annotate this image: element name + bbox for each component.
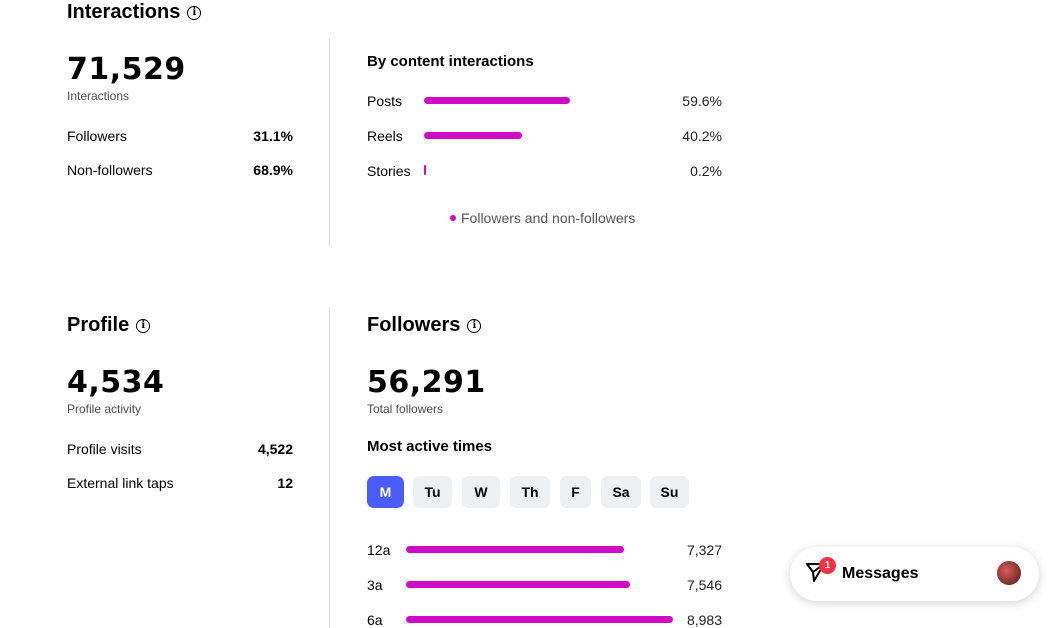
time-value-6a: 8,983 — [686, 612, 722, 628]
time-label-6a: 6a — [367, 612, 383, 628]
day-button-th[interactable]: Th — [510, 476, 550, 508]
content-bar-posts — [424, 97, 570, 104]
content-value-reels: 40.2% — [682, 128, 722, 144]
info-icon[interactable]: i — [467, 318, 482, 333]
profile-title-text: Profile — [67, 314, 130, 336]
day-button-sa[interactable]: Sa — [601, 476, 641, 508]
profile-title: Profile i — [67, 314, 151, 337]
profile-total-label: Profile activity — [67, 402, 142, 416]
avatar[interactable] — [997, 561, 1021, 585]
followers-total: 56,291 — [367, 365, 486, 400]
profile-visits-value: 4,522 — [257, 441, 293, 457]
time-label-12a: 12a — [367, 542, 391, 558]
content-label-reels: Reels — [367, 128, 403, 144]
interactions-total-label: Interactions — [67, 89, 130, 103]
followers-title-text: Followers — [367, 314, 461, 336]
messages-label: Messages — [842, 565, 919, 582]
section-divider — [329, 38, 330, 246]
interactions-title: Interactions i — [67, 1, 202, 24]
time-bar-3a — [406, 581, 630, 588]
interactions-title-text: Interactions — [67, 1, 181, 23]
info-icon[interactable]: i — [187, 5, 202, 20]
info-icon[interactable]: i — [136, 318, 151, 333]
time-value-12a: 7,327 — [686, 542, 722, 558]
day-button-tu[interactable]: Tu — [413, 476, 452, 508]
time-value-3a: 7,546 — [686, 577, 722, 593]
time-bar-6a — [406, 616, 673, 623]
by-content-title: By content interactions — [367, 53, 534, 70]
content-label-stories: Stories — [367, 163, 411, 179]
day-button-f[interactable]: F — [560, 476, 591, 508]
section-divider — [329, 307, 330, 628]
time-label-3a: 3a — [367, 577, 383, 593]
messages-button[interactable]: 1 Messages — [790, 547, 1039, 601]
day-button-m[interactable]: M — [367, 476, 404, 508]
external-link-taps-label: External link taps — [67, 475, 174, 491]
day-button-su[interactable]: Su — [650, 476, 689, 508]
profile-visits-label: Profile visits — [67, 441, 142, 457]
messages-badge: 1 — [819, 557, 836, 574]
day-button-w[interactable]: W — [462, 476, 500, 508]
content-value-stories: 0.2% — [690, 163, 722, 179]
content-bar-reels — [424, 132, 522, 139]
legend-text: Followers and non-followers — [461, 210, 636, 226]
content-value-posts: 59.6% — [682, 93, 722, 109]
content-label-posts: Posts — [367, 93, 403, 109]
interactions-total: 71,529 — [67, 52, 186, 87]
followers-label: Followers — [67, 128, 127, 144]
non-followers-value: 68.9% — [253, 162, 293, 178]
most-active-times-title: Most active times — [367, 438, 493, 455]
external-link-taps-value: 12 — [277, 475, 293, 491]
followers-title: Followers i — [367, 314, 482, 337]
non-followers-label: Non-followers — [67, 162, 153, 178]
time-bar-12a — [406, 546, 624, 553]
content-bar-stories — [424, 165, 426, 175]
legend-dot — [450, 215, 456, 221]
followers-total-label: Total followers — [367, 402, 444, 416]
followers-value: 31.1% — [253, 128, 293, 144]
content-legend: Followers and non-followers — [450, 210, 635, 226]
profile-total: 4,534 — [67, 365, 165, 400]
